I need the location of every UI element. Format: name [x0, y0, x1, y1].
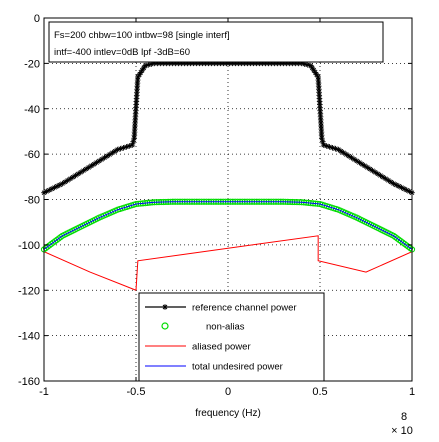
- asterisk-stroke: [362, 163, 367, 169]
- asterisk-stroke: [344, 152, 349, 157]
- asterisk-stroke: [401, 186, 407, 192]
- reference-power-marker: [101, 154, 108, 161]
- asterisk-stroke: [162, 304, 168, 310]
- asterisk-stroke: [367, 166, 373, 172]
- asterisk-stroke: [149, 61, 154, 67]
- asterisk-stroke: [365, 165, 370, 170]
- legend-label-total: total undesired power: [192, 362, 283, 373]
- asterisk-stroke: [391, 181, 396, 186]
- asterisk-stroke: [372, 169, 378, 175]
- annotation-line-2: intf=-400 intlev=0dB lpf -3dB=60: [54, 47, 190, 58]
- asterisk-stroke: [383, 176, 388, 182]
- asterisk-stroke: [375, 171, 381, 177]
- asterisk-stroke: [336, 147, 341, 152]
- asterisk-stroke: [393, 182, 399, 188]
- asterisk-stroke: [314, 72, 319, 77]
- x-tick-label: -1: [39, 386, 49, 398]
- asterisk-stroke: [357, 160, 362, 165]
- asterisk-stroke: [341, 150, 346, 156]
- asterisk-stroke: [396, 183, 402, 189]
- annotation-box-frame: [48, 21, 384, 63]
- legend-swatch-reference-marker: [162, 304, 168, 310]
- asterisk-stroke: [320, 139, 326, 144]
- reference-power-marker: [43, 188, 50, 195]
- x-tick-label: -0.5: [127, 386, 146, 398]
- y-tick-labels: 0 -20 -40 -60 -80 -100 -120 -140 -160: [18, 13, 40, 388]
- y-tick-label: -120: [18, 285, 40, 297]
- asterisk-stroke: [338, 148, 344, 154]
- y-tick-label: -60: [24, 149, 40, 161]
- asterisk-stroke: [407, 189, 412, 194]
- asterisk-stroke: [145, 62, 151, 68]
- legend-label-nonalias: non-alias: [206, 322, 245, 333]
- asterisk-stroke: [351, 157, 357, 162]
- asterisk-stroke: [142, 63, 148, 68]
- asterisk-stroke: [349, 155, 354, 160]
- legend-swatches: [145, 304, 186, 367]
- y-tick-label: 0: [34, 13, 40, 25]
- asterisk-stroke: [359, 161, 365, 167]
- asterisk-stroke: [404, 187, 410, 193]
- y-tick-label: -100: [18, 240, 40, 252]
- x-tick-label: 0: [225, 386, 231, 398]
- asterisk-stroke: [319, 135, 325, 141]
- y-tick-label: -160: [18, 376, 40, 388]
- asterisk-stroke: [386, 178, 391, 183]
- asterisk-stroke: [399, 185, 404, 190]
- asterisk-stroke: [388, 179, 394, 185]
- y-tick-label: -40: [24, 104, 40, 116]
- asterisk-stroke: [354, 158, 360, 164]
- asterisk-stroke: [308, 63, 314, 68]
- y-tick-label: -80: [24, 195, 40, 207]
- legend-swatch-nonalias: [161, 322, 169, 330]
- annotation-box: Fs=200 chbw=100 intbw=98 [single interf]…: [48, 21, 384, 63]
- asterisk-stroke: [346, 153, 352, 159]
- annotation-line-1: Fs=200 chbw=100 intbw=98 [single interf]: [54, 30, 230, 41]
- y-tick-label: -20: [24, 58, 40, 70]
- total-undesired-power-line: [43, 201, 413, 250]
- asterisk-stroke: [380, 174, 386, 180]
- x-axis-label: frequency (Hz): [195, 408, 261, 419]
- x-tick-label: 1: [409, 386, 415, 398]
- asterisk-stroke: [312, 70, 318, 75]
- x-tick-label: 0.5: [312, 386, 327, 398]
- y-tick-label: -140: [18, 331, 40, 343]
- asterisk-stroke: [378, 173, 383, 178]
- asterisk-stroke: [311, 67, 317, 73]
- x-axis-exponent-power: 8: [401, 411, 407, 423]
- legend: reference channel power non-alias aliase…: [138, 292, 325, 382]
- x-axis-exponent-base: × 10: [391, 425, 413, 437]
- asterisk-stroke: [370, 168, 375, 173]
- legend-label-reference: reference channel power: [192, 303, 297, 314]
- asterisk-stroke: [309, 65, 315, 71]
- legend-label-aliased: aliased power: [192, 342, 251, 353]
- x-tick-labels: -1 -0.5 0 0.5 1: [39, 386, 415, 398]
